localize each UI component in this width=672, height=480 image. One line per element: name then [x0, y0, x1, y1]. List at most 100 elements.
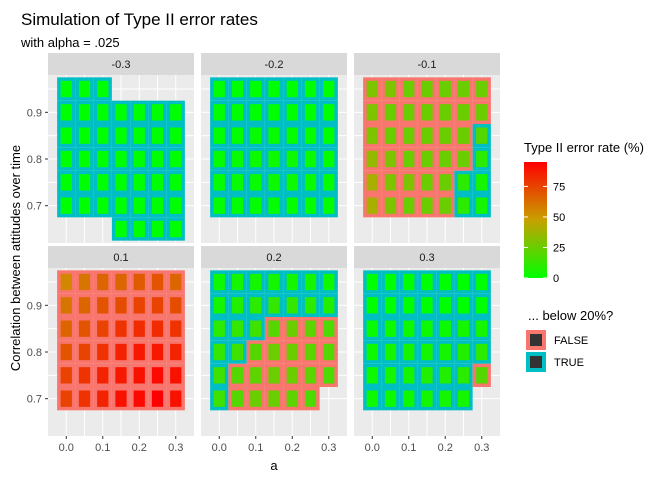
tile — [231, 150, 244, 168]
facet-strip-label: -0.2 — [265, 59, 284, 71]
y-tick-label: 0.9 — [27, 300, 42, 312]
tile — [304, 273, 317, 291]
tile — [115, 174, 127, 191]
tile — [78, 297, 91, 314]
tile — [151, 220, 164, 238]
tile — [476, 80, 488, 98]
tile — [439, 127, 451, 144]
tile — [213, 390, 225, 407]
tile — [78, 80, 91, 98]
tile — [421, 343, 433, 361]
tile — [323, 320, 335, 337]
tile — [457, 343, 470, 361]
tile — [115, 220, 127, 238]
tile — [304, 390, 317, 407]
tile — [78, 197, 91, 214]
tile — [439, 174, 451, 191]
tile — [250, 127, 262, 144]
tile — [170, 174, 182, 191]
color-legend-label: FALSE — [554, 335, 588, 347]
tile — [323, 343, 335, 361]
tile — [366, 273, 378, 291]
tile — [286, 390, 298, 407]
tile — [97, 150, 109, 168]
tile — [268, 104, 280, 121]
tile — [457, 297, 470, 314]
tile — [366, 197, 378, 214]
tile — [421, 390, 433, 407]
tile — [366, 343, 378, 361]
tile — [213, 104, 225, 121]
tile — [403, 320, 415, 337]
tile — [151, 174, 164, 191]
x-tick-label: 0.1 — [248, 442, 263, 454]
color-legend-title: ... below 20%? — [528, 308, 613, 323]
facet-strip-label: 0.1 — [113, 252, 128, 264]
tile — [213, 197, 225, 214]
tile — [286, 104, 298, 121]
tile — [384, 390, 397, 407]
tile — [476, 104, 488, 121]
tile — [268, 297, 280, 314]
tile — [170, 150, 182, 168]
tile — [213, 343, 225, 361]
tile — [115, 127, 127, 144]
x-tick-label: 0.3 — [168, 442, 183, 454]
tile — [115, 273, 127, 291]
tile — [133, 104, 145, 121]
tile — [384, 273, 397, 291]
color-legend-key-inner — [530, 334, 542, 346]
tile — [439, 80, 451, 98]
y-tick-label: 0.8 — [27, 154, 42, 166]
tile — [115, 367, 127, 384]
tile — [366, 320, 378, 337]
tile — [304, 80, 317, 98]
tile — [97, 320, 109, 337]
facet-strip — [201, 53, 347, 75]
tile — [304, 174, 317, 191]
tile — [403, 127, 415, 144]
tile — [250, 197, 262, 214]
tile — [476, 150, 488, 168]
tile — [268, 150, 280, 168]
facet-strip — [48, 53, 194, 75]
tile — [231, 80, 244, 98]
tile — [213, 273, 225, 291]
tile — [231, 197, 244, 214]
tile — [476, 343, 488, 361]
tile — [151, 297, 164, 314]
tile — [403, 80, 415, 98]
tile — [133, 273, 145, 291]
tile — [170, 104, 182, 121]
tile — [78, 104, 91, 121]
tile — [151, 273, 164, 291]
tile — [78, 390, 91, 407]
tile — [457, 127, 470, 144]
tile — [115, 150, 127, 168]
tile — [403, 297, 415, 314]
tile — [250, 343, 262, 361]
tile — [304, 343, 317, 361]
tile — [323, 127, 335, 144]
tile — [439, 150, 451, 168]
tile — [133, 220, 145, 238]
tile — [323, 297, 335, 314]
facet-panel: -0.3 0.7 0.8 0.9 — [27, 53, 194, 243]
tile — [304, 197, 317, 214]
tile — [133, 174, 145, 191]
tile — [115, 390, 127, 407]
tile — [439, 297, 451, 314]
tile — [133, 320, 145, 337]
tile — [231, 343, 244, 361]
tile — [213, 320, 225, 337]
tile — [421, 197, 433, 214]
tile — [231, 127, 244, 144]
tile — [97, 390, 109, 407]
tile — [384, 104, 397, 121]
tile — [268, 367, 280, 384]
tile — [476, 174, 488, 191]
facet-strip — [201, 246, 347, 268]
y-tick-label: 0.9 — [27, 107, 42, 119]
tile — [250, 320, 262, 337]
tile — [403, 104, 415, 121]
